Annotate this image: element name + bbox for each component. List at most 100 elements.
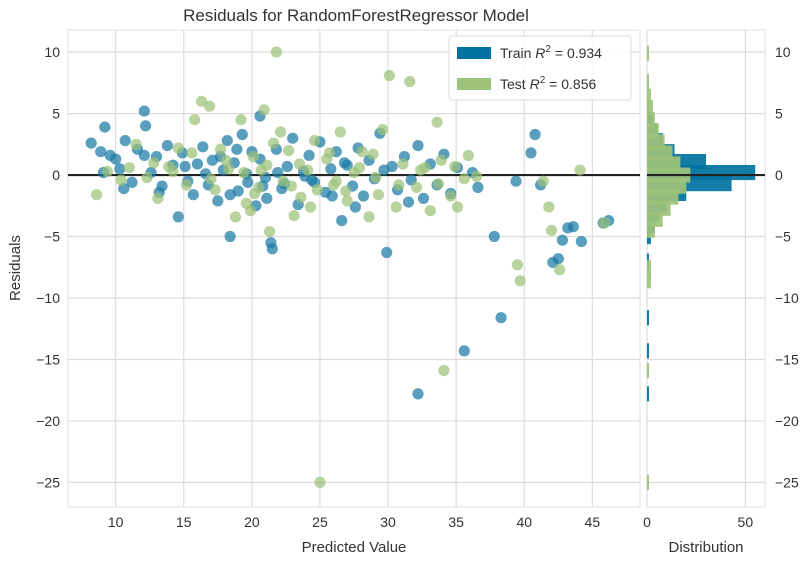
test-point	[229, 211, 242, 223]
legend-label-train: Train R2 = 0.934	[500, 44, 602, 61]
test-point	[543, 201, 555, 213]
x-tick-label: 45	[585, 514, 601, 530]
train-point	[306, 174, 318, 186]
train-point	[161, 140, 173, 152]
histogram-bar-test	[647, 99, 653, 115]
test-point	[235, 114, 247, 126]
train-point	[118, 183, 130, 195]
histogram-bar-train	[647, 343, 649, 359]
histogram-bar-train	[647, 386, 649, 402]
test-point	[451, 201, 464, 213]
test-point	[511, 259, 523, 271]
test-point	[152, 192, 164, 204]
train-point	[552, 253, 564, 265]
train-point	[357, 190, 370, 202]
train-point	[172, 211, 184, 223]
test-point	[390, 201, 402, 213]
test-point	[404, 76, 416, 88]
distribution-y-tick-label: −20	[775, 413, 799, 429]
test-point	[356, 146, 368, 158]
legend-label-test: Test R2 = 0.856	[500, 75, 596, 92]
test-point	[334, 126, 346, 138]
test-point	[311, 184, 323, 196]
distribution-y-tick-label: −15	[775, 351, 799, 367]
scatter-plot-area: 10 15 20 25 30 35 40 45 10 5 0 −5 −10 −15 −20 −25	[36, 29, 641, 530]
test-point	[295, 191, 307, 203]
y-tick-label: −25	[36, 474, 60, 490]
train-point	[525, 147, 537, 159]
distribution-y-tick-label: −5	[775, 229, 791, 245]
y-tick-label: 5	[52, 106, 60, 122]
test-point	[393, 179, 405, 191]
train-point	[567, 221, 579, 233]
test-point	[115, 174, 127, 186]
train-point	[378, 164, 390, 176]
train-point	[349, 201, 361, 213]
train-point	[95, 146, 107, 158]
train-point	[221, 135, 233, 147]
train-point	[336, 215, 348, 227]
train-point	[114, 163, 126, 175]
test-point	[274, 126, 287, 138]
train-point	[231, 143, 243, 155]
test-point	[255, 164, 267, 176]
y-tick-label: −15	[36, 351, 60, 367]
plot-frame	[67, 29, 641, 508]
distribution-x-tick-labels: 0 50	[643, 514, 753, 530]
distribution-y-tick-label: −10	[775, 290, 799, 306]
train-point	[261, 192, 273, 204]
legend-box	[448, 35, 632, 101]
test-point	[432, 178, 444, 190]
test-point	[283, 144, 295, 157]
train-point	[529, 128, 541, 141]
x-tick-label: 20	[244, 514, 260, 530]
train-point	[138, 105, 150, 117]
y-tick-label: −5	[44, 229, 60, 245]
histogram-bar-test	[647, 123, 659, 139]
test-point	[314, 476, 326, 488]
distribution-bars	[647, 45, 756, 490]
test-point	[415, 164, 427, 176]
train-point	[236, 128, 248, 141]
test-point	[431, 116, 443, 128]
y-axis-label: Residuals	[7, 235, 24, 301]
test-point	[323, 147, 336, 159]
distribution-test	[647, 45, 691, 490]
test-point	[247, 151, 259, 163]
test-point	[341, 195, 353, 207]
train-point	[110, 153, 122, 165]
x-tick-label: 35	[448, 514, 464, 530]
test-point	[411, 181, 423, 193]
test-point	[244, 205, 257, 217]
test-point	[353, 162, 365, 174]
histogram-bar-test	[647, 45, 649, 61]
x-tick-label: 40	[516, 514, 532, 530]
distribution-y-tick-label: 0	[775, 167, 783, 183]
train-point	[417, 192, 430, 204]
test-point	[438, 364, 450, 377]
test-point	[302, 164, 314, 176]
train-point	[140, 120, 152, 132]
test-point	[458, 173, 470, 185]
distribution-axis-label: Distribution	[668, 539, 743, 556]
train-point	[556, 234, 569, 246]
test-point	[424, 205, 436, 217]
test-point	[377, 124, 389, 136]
series-train	[85, 105, 615, 400]
test-point	[130, 138, 142, 150]
scatter-points	[85, 46, 615, 488]
test-point	[445, 190, 457, 202]
test-point	[545, 224, 558, 236]
train-point	[338, 157, 351, 169]
train-point	[325, 163, 337, 175]
distribution-y-tick-labels: 10 5 0 −5 −10 −15 −20 −25	[775, 44, 799, 490]
test-point	[195, 95, 208, 107]
test-point	[340, 185, 352, 197]
train-point	[326, 190, 338, 202]
legend: Train R2 = 0.934 Test R2 = 0.856	[448, 35, 632, 101]
test-point	[363, 211, 375, 223]
train-point	[197, 141, 209, 153]
test-point	[308, 135, 321, 147]
test-point	[141, 171, 153, 184]
